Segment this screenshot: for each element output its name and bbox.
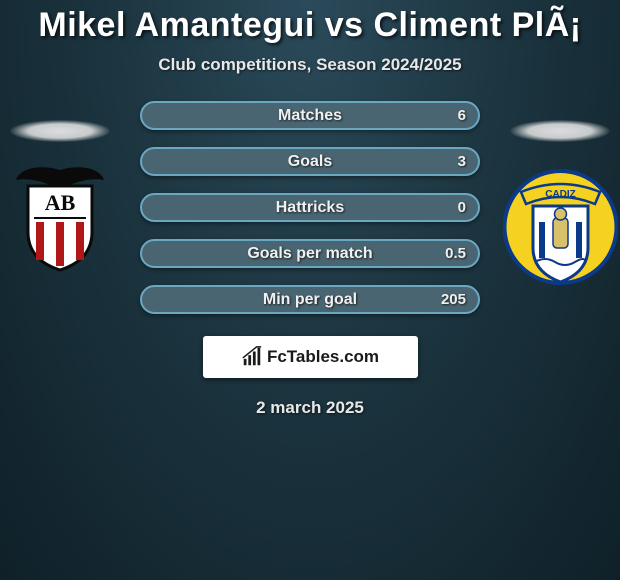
- stat-value: 0: [458, 195, 466, 220]
- crest-initials: AB: [45, 190, 76, 215]
- albacete-crest-icon: AB: [10, 162, 110, 272]
- stats-container: Matches 6 Goals 3 Hattricks 0 Goals per …: [140, 101, 480, 314]
- shadow-ellipse: [510, 120, 610, 142]
- subtitle: Club competitions, Season 2024/2025: [0, 55, 620, 75]
- stat-label: Hattricks: [142, 195, 478, 220]
- brand-box[interactable]: FcTables.com: [203, 336, 418, 378]
- stat-row-min-per-goal: Min per goal 205: [140, 285, 480, 314]
- right-crest-column: CADIZ: [500, 120, 620, 292]
- brand-text: FcTables.com: [267, 347, 379, 367]
- page-title: Mikel Amantegui vs Climent PlÃ¡: [0, 0, 620, 45]
- stat-value: 6: [458, 103, 466, 128]
- crest-banner-text: CADIZ: [545, 189, 576, 200]
- stat-row-goals-per-match: Goals per match 0.5: [140, 239, 480, 268]
- bar-chart-icon: [241, 346, 263, 368]
- date-text: 2 march 2025: [0, 398, 620, 418]
- stat-label: Goals per match: [142, 241, 478, 266]
- stat-value: 205: [441, 287, 466, 312]
- cadiz-crest-icon: CADIZ: [503, 162, 618, 292]
- stat-row-goals: Goals 3: [140, 147, 480, 176]
- stat-row-matches: Matches 6: [140, 101, 480, 130]
- stat-label: Goals: [142, 149, 478, 174]
- stat-value: 0.5: [445, 241, 466, 266]
- stat-label: Min per goal: [142, 287, 478, 312]
- left-crest-column: AB: [0, 120, 120, 272]
- stat-row-hattricks: Hattricks 0: [140, 193, 480, 222]
- stat-label: Matches: [142, 103, 478, 128]
- stat-value: 3: [458, 149, 466, 174]
- shadow-ellipse: [10, 120, 110, 142]
